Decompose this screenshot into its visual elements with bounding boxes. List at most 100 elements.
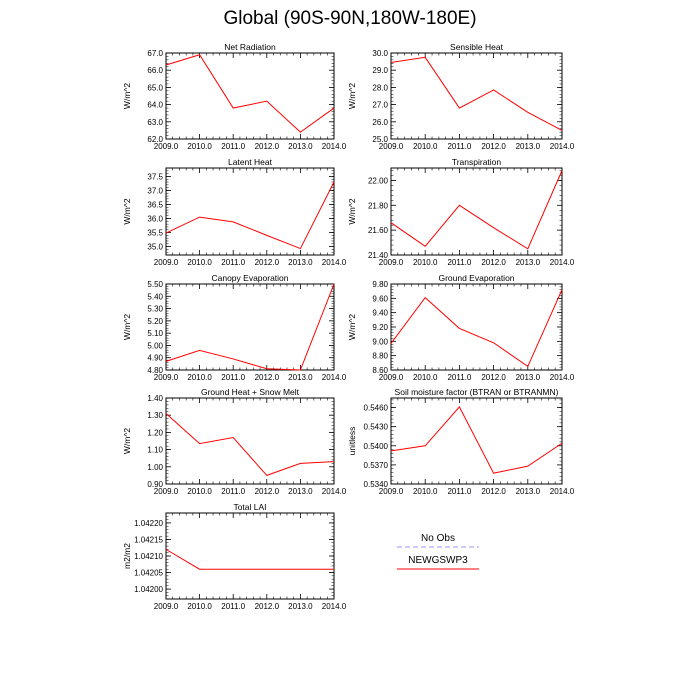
y-tick-label: 25.0 — [372, 135, 388, 144]
y-tick-label: 9.80 — [372, 280, 388, 289]
y-tick-label: 65.0 — [147, 83, 163, 92]
y-axis-label: W/m^2 — [347, 314, 357, 340]
y-tick-label: 36.0 — [147, 215, 163, 224]
y-tick-label: 1.04220 — [134, 519, 163, 528]
x-tick-label: 2010.0 — [413, 142, 438, 151]
y-tick-label: 21.60 — [368, 226, 389, 235]
panel-title: Latent Heat — [228, 157, 273, 167]
series-line — [165, 283, 335, 371]
x-tick-label: 2013.0 — [288, 142, 313, 151]
y-axis-label: unitless — [347, 427, 357, 456]
y-tick-label: 27.0 — [372, 101, 388, 110]
chart-panel-8: Total LAI m2/m2 2009.0 2010.0 2011.0 2012.0 20… — [122, 502, 347, 611]
series-line — [165, 181, 335, 250]
y-tick-label: 8.80 — [372, 352, 388, 361]
legend: No Obs NEWGSWP3 — [397, 533, 479, 570]
x-tick-label: 2012.0 — [481, 487, 506, 496]
y-tick-label: 1.00 — [147, 463, 163, 472]
plot-frame — [165, 512, 335, 600]
x-tick-label: 2013.0 — [516, 258, 541, 267]
y-tick-label: 29.0 — [372, 66, 388, 75]
x-tick-label: 2013.0 — [516, 373, 541, 382]
y-tick-label: 1.40 — [147, 394, 163, 403]
x-tick-label: 2014.0 — [322, 142, 347, 151]
y-axis-label: W/m^2 — [122, 83, 132, 109]
y-tick-label: 36.5 — [147, 200, 163, 209]
x-tick-label: 2010.0 — [187, 258, 212, 267]
x-tick-label: 2011.0 — [221, 258, 245, 267]
panel-title: Ground Evaporation — [438, 273, 514, 283]
y-tick-label: 0.5370 — [364, 461, 389, 470]
series-line — [165, 548, 334, 570]
x-tick-label: 2012.0 — [481, 258, 506, 267]
x-tick-label: 2010.0 — [187, 602, 212, 611]
x-tick-label: 2014.0 — [322, 258, 347, 267]
panel-title: Sensible Heat — [450, 42, 504, 52]
x-tick-label: 2013.0 — [288, 258, 313, 267]
x-tick-label: 2011.0 — [221, 487, 245, 496]
y-tick-label: 21.80 — [368, 201, 389, 210]
x-tick-label: 2012.0 — [481, 142, 506, 151]
panel-title: Total LAI — [233, 502, 266, 512]
x-tick-label: 2009.0 — [154, 602, 179, 611]
y-tick-label: 4.90 — [147, 354, 163, 363]
y-tick-label: 1.10 — [147, 446, 163, 455]
y-tick-label: 26.0 — [372, 118, 388, 127]
y-axis-label: W/m^2 — [122, 314, 132, 340]
y-tick-label: 1.20 — [147, 428, 163, 437]
x-tick-label: 2012.0 — [255, 258, 280, 267]
x-tick-label: 2011.0 — [221, 142, 245, 151]
x-tick-label: 2014.0 — [322, 602, 347, 611]
plot-frame — [165, 397, 335, 485]
series-line — [390, 170, 563, 250]
legend-entry-label: No Obs — [421, 533, 455, 544]
series-line — [165, 413, 335, 476]
x-tick-label: 2011.0 — [447, 258, 471, 267]
page-title: Global (90S-90N,180W-180E) — [223, 8, 477, 29]
x-tick-label: 2013.0 — [288, 373, 313, 382]
x-tick-label: 2013.0 — [288, 487, 313, 496]
x-tick-label: 2012.0 — [481, 373, 506, 382]
x-tick-label: 2014.0 — [322, 373, 347, 382]
x-tick-label: 2011.0 — [447, 487, 471, 496]
x-tick-label: 2014.0 — [322, 487, 347, 496]
x-tick-label: 2009.0 — [154, 142, 179, 151]
y-tick-label: 9.40 — [372, 309, 388, 318]
plot-frame — [165, 52, 335, 140]
y-tick-label: 21.40 — [368, 251, 389, 260]
y-tick-label: 63.0 — [147, 118, 163, 127]
x-tick-label: 2010.0 — [413, 373, 438, 382]
y-tick-label: 66.0 — [147, 66, 163, 75]
y-tick-label: 35.0 — [147, 243, 163, 252]
y-tick-label: 0.5340 — [364, 480, 389, 489]
y-axis-label: m2/m2 — [122, 543, 132, 569]
y-tick-label: 1.30 — [147, 411, 163, 420]
x-tick-label: 2010.0 — [413, 258, 438, 267]
series-line — [165, 54, 335, 133]
x-tick-label: 2011.0 — [447, 373, 471, 382]
x-tick-label: 2010.0 — [187, 142, 212, 151]
y-tick-label: 22.00 — [368, 176, 389, 185]
x-tick-label: 2009.0 — [379, 373, 404, 382]
y-tick-label: 5.50 — [147, 280, 163, 289]
y-tick-label: 5.40 — [147, 292, 163, 301]
x-tick-label: 2011.0 — [221, 602, 245, 611]
y-tick-label: 0.5460 — [364, 404, 389, 413]
series-line — [390, 289, 563, 368]
x-tick-label: 2009.0 — [154, 258, 179, 267]
x-tick-label: 2010.0 — [413, 487, 438, 496]
x-tick-label: 2014.0 — [550, 487, 575, 496]
y-tick-label: 1.04205 — [134, 569, 163, 578]
panel-title: Transpiration — [452, 157, 502, 167]
x-tick-label: 2013.0 — [288, 602, 313, 611]
x-tick-label: 2011.0 — [447, 142, 471, 151]
y-tick-label: 1.04200 — [134, 585, 163, 594]
y-tick-label: 28.0 — [372, 83, 388, 92]
x-tick-label: 2013.0 — [516, 142, 541, 151]
chart-panel-1: Sensible Heat W/m^2 2009.0 2010.0 2011.0 2012… — [347, 42, 575, 151]
y-axis-label: W/m^2 — [122, 198, 132, 224]
x-tick-label: 2011.0 — [221, 373, 245, 382]
y-axis-label: W/m^2 — [347, 83, 357, 109]
x-tick-label: 2009.0 — [154, 487, 179, 496]
y-axis-label: W/m^2 — [122, 428, 132, 454]
